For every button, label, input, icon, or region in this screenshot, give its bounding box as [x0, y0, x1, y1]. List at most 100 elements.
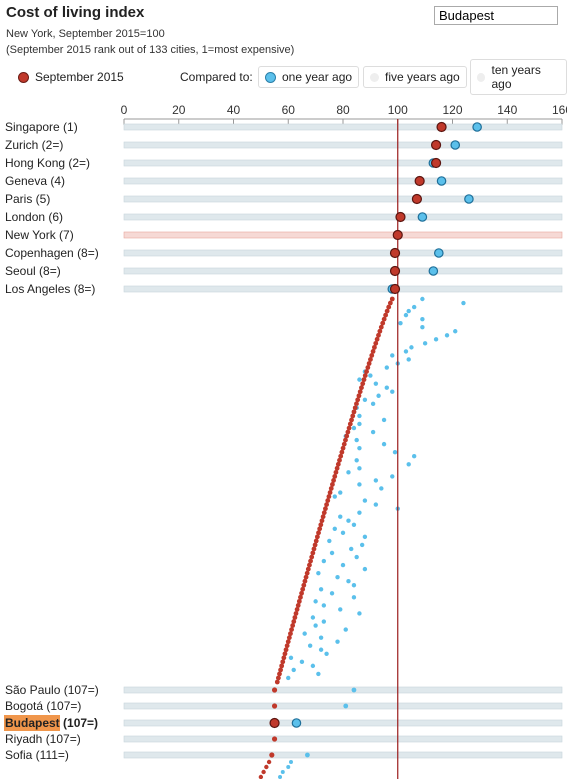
- comparison-point: [278, 775, 283, 779]
- comparison-point: [307, 643, 313, 648]
- city-label: Copenhagen (8=): [5, 246, 99, 260]
- city-label: Sofia (111=): [5, 748, 69, 762]
- city-label: New York (7): [5, 228, 74, 242]
- comparison-point: [444, 333, 450, 338]
- sep2015-point: [331, 478, 336, 483]
- sep2015-point: [290, 623, 296, 628]
- comparison-point: [398, 320, 403, 326]
- sep2015-point: [293, 611, 299, 616]
- sep2015-point: [278, 667, 283, 673]
- comparison-point: [351, 522, 357, 527]
- grey-dot-icon: [477, 72, 486, 82]
- x-tick-label: 160: [552, 103, 567, 117]
- sep2015-point: [292, 615, 298, 620]
- comparison-point: [313, 623, 318, 628]
- sep2015-point: [436, 121, 447, 133]
- city-search-input[interactable]: [434, 6, 558, 25]
- sep2015-point: [277, 671, 282, 677]
- chart-subtitle: New York, September 2015=100: [6, 28, 165, 40]
- sep2015-point: [359, 385, 364, 391]
- comparison-point: [327, 538, 332, 544]
- comparison-point: [346, 470, 351, 475]
- sep2015-point: [335, 461, 341, 467]
- city-label: London (6): [5, 210, 63, 224]
- sep2015-point: [327, 490, 333, 495]
- legend-compared-label: Compared to:: [180, 65, 253, 89]
- compare-option-five-years[interactable]: five years ago: [363, 65, 467, 89]
- comparison-point: [357, 510, 362, 515]
- sep2015-point: [318, 522, 324, 528]
- sep2015-point: [310, 550, 316, 556]
- sep2015-point: [344, 433, 350, 439]
- sep2015-point: [347, 421, 353, 427]
- row-band: [123, 686, 563, 694]
- comparison-point: [434, 248, 444, 258]
- comparison-point: [422, 341, 428, 346]
- sep2015-point: [381, 316, 387, 322]
- comparison-point: [464, 194, 474, 204]
- comparison-point: [436, 176, 447, 186]
- sep2015-point: [351, 409, 357, 415]
- comparison-point: [332, 526, 337, 531]
- comparison-point: [420, 325, 425, 330]
- sep2015-point: [264, 764, 269, 770]
- comparison-point: [351, 583, 357, 588]
- sep2015-point: [362, 373, 368, 378]
- comparison-point: [310, 663, 316, 669]
- comparison-point: [357, 413, 362, 419]
- comparison-point: [351, 425, 357, 431]
- sep2015-point: [355, 397, 361, 403]
- comparison-point: [381, 417, 387, 423]
- sep2015-point: [328, 486, 334, 491]
- sep2015-point: [373, 340, 379, 346]
- city-label: São Paulo (107=): [5, 683, 99, 697]
- row-band: [123, 123, 563, 131]
- comparison-point: [403, 312, 409, 318]
- sep2015-point: [323, 506, 328, 512]
- sep2015-point: [345, 429, 351, 435]
- sep2015-point: [309, 554, 315, 560]
- sep2015-point: [366, 361, 372, 366]
- sep2015-point: [281, 655, 287, 661]
- sep2015-point: [303, 574, 309, 580]
- comparison-point: [381, 441, 387, 447]
- comparison-point: [472, 122, 482, 132]
- sep2015-point: [307, 562, 312, 568]
- sep2015-point: [370, 349, 376, 354]
- sep2015-point: [337, 457, 342, 463]
- sep2015-point: [271, 687, 278, 693]
- sep2015-point: [372, 344, 377, 350]
- comparison-point: [321, 558, 327, 564]
- comparison-point: [349, 546, 354, 552]
- sep2015-point: [286, 635, 292, 641]
- comparison-point: [411, 304, 417, 310]
- sep2015-point: [316, 530, 321, 536]
- sep2015-point: [271, 703, 278, 709]
- city-label: Riyadh (107=): [5, 732, 81, 746]
- row-band: [123, 249, 563, 257]
- comparison-point: [288, 655, 294, 661]
- grey-dot-icon: [370, 72, 379, 82]
- comparison-point: [354, 437, 359, 443]
- comparison-point: [318, 635, 324, 640]
- comparison-point: [384, 365, 389, 370]
- compare-option-one-year[interactable]: one year ago: [258, 65, 360, 89]
- comparison-point: [390, 389, 395, 394]
- sep2015-point: [356, 393, 362, 399]
- comparison-point: [340, 530, 346, 536]
- comparison-point: [384, 385, 389, 390]
- comparison-point: [321, 603, 327, 608]
- comparison-point: [357, 611, 362, 616]
- sep2015-point: [354, 401, 359, 407]
- sep2015-point: [314, 534, 320, 540]
- comparison-point: [368, 373, 373, 378]
- comparison-point: [373, 502, 379, 507]
- city-label: Geneva (4): [5, 174, 65, 188]
- comparison-point: [392, 450, 398, 455]
- comparison-point: [362, 397, 368, 402]
- comparison-point: [453, 329, 458, 334]
- comparison-point: [420, 316, 425, 322]
- sep2015-point: [313, 538, 319, 544]
- sep2015-point: [304, 570, 310, 576]
- comparison-point: [406, 462, 411, 467]
